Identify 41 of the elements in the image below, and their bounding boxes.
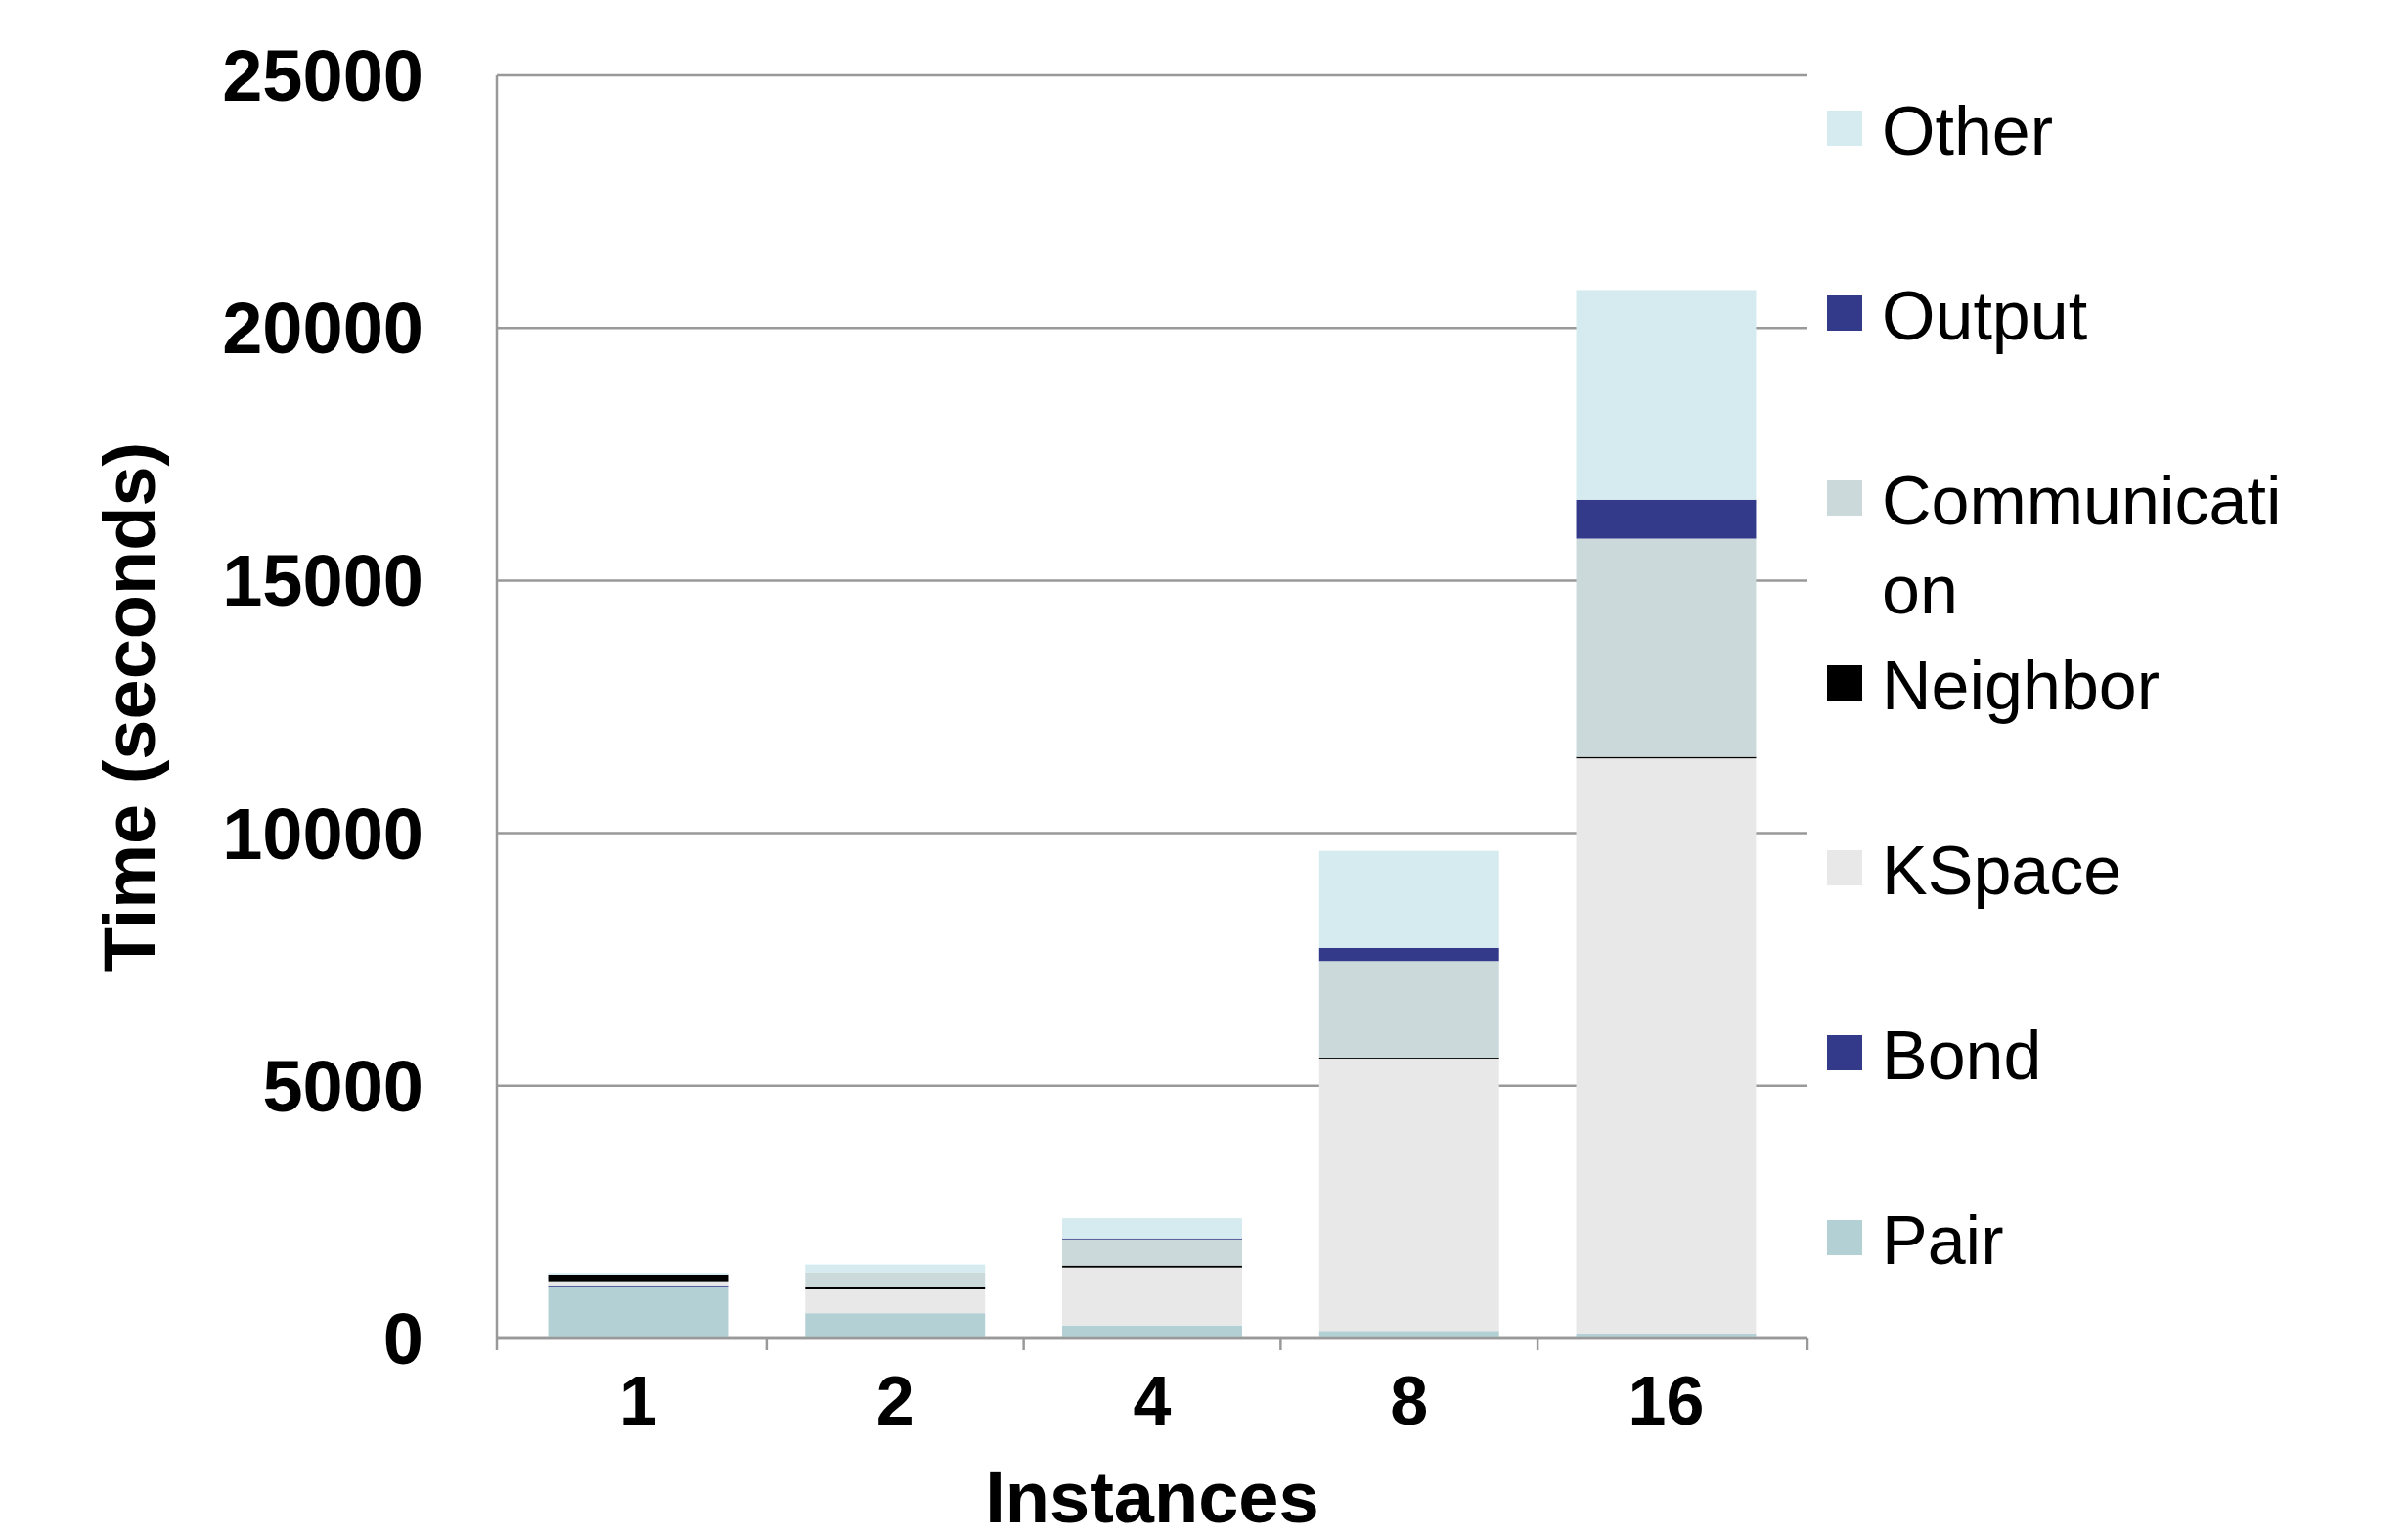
bar (548, 1286, 729, 1338)
legend-label: KSpace (1882, 832, 2122, 909)
legend-label: Other (1882, 92, 2054, 169)
legend-label: Output (1882, 277, 2088, 354)
y-tick-label: 20000 (222, 288, 424, 370)
bar (1576, 290, 1757, 500)
x-tick-label: 1 (619, 1363, 657, 1439)
y-tick-label: 25000 (222, 34, 424, 116)
bar (1576, 758, 1757, 1334)
bar (1318, 850, 1499, 948)
x-tick-label: 4 (1133, 1363, 1172, 1439)
x-tick-label: 16 (1628, 1363, 1705, 1439)
bar (1318, 1331, 1499, 1338)
bar (805, 1264, 986, 1273)
bar (1318, 961, 1499, 1058)
x-tick-label: 8 (1390, 1363, 1429, 1439)
x-axis-title: Instances (985, 1457, 1319, 1538)
bar (548, 1281, 729, 1286)
y-axis-title: Time (seconds) (89, 441, 170, 973)
bar (805, 1286, 986, 1289)
bar (805, 1289, 986, 1314)
legend-label: Pair (1882, 1201, 2004, 1279)
y-tick-label: 5000 (262, 1045, 424, 1127)
legend-label: Neighbor (1882, 647, 2161, 724)
y-tick-label: 0 (382, 1297, 424, 1380)
bar (805, 1272, 986, 1287)
bar (1576, 499, 1757, 539)
legend-label: Communication (1882, 462, 2282, 628)
bar (548, 1274, 729, 1282)
bar (1062, 1218, 1242, 1239)
bar (1062, 1265, 1242, 1268)
x-tick-label: 2 (875, 1363, 914, 1439)
bar (1062, 1267, 1242, 1326)
bar (1318, 947, 1499, 962)
legend-label: Bond (1882, 1017, 2042, 1094)
bar (1318, 1058, 1499, 1332)
bar (1062, 1239, 1242, 1266)
y-tick-label: 10000 (222, 792, 424, 875)
bar (1576, 538, 1757, 757)
y-tick-label: 15000 (222, 540, 424, 622)
bar (805, 1313, 986, 1338)
